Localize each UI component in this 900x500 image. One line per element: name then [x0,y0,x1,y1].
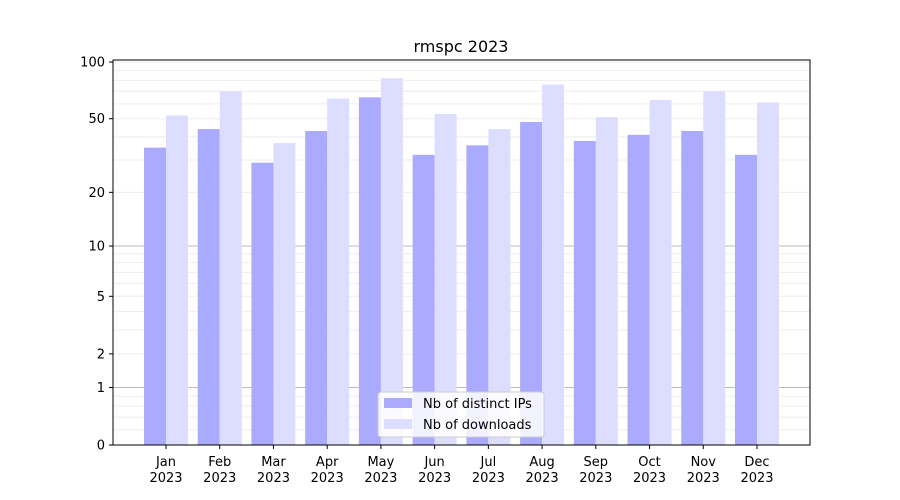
bar-downloads [542,84,565,445]
x-tick-label: Jun 2023 [418,455,451,486]
x-tick-label: Jul 2023 [472,455,505,486]
legend-label: Nb of distinct IPs [423,397,532,412]
x-tick-label: Mar 2023 [257,455,290,486]
y-tick-label: 20 [88,186,105,201]
legend: Nb of distinct IPs Nb of downloads [377,391,545,438]
bar-downloads [380,78,403,446]
x-tick-label: Dec 2023 [740,455,773,486]
bar-distinct-ips [735,154,757,445]
y-tick-label: 1 [97,381,105,396]
bar-downloads [757,102,779,445]
bar-distinct-ips [681,130,704,445]
plot-frame [112,59,811,446]
legend-swatch [384,398,412,408]
chart-title: rmspc 2023 [414,37,509,56]
bar-distinct-ips [520,122,543,445]
x-tick-label: Feb 2023 [203,455,236,486]
x-tick-label: Apr 2023 [311,455,344,486]
y-axis: 0 1 2 5 10 20 50 100 [80,56,113,454]
bar-distinct-ips [412,154,435,445]
x-tick-label: Sep 2023 [579,455,612,486]
x-tick-label: Jan 2023 [149,455,182,486]
bar-distinct-ips [197,129,220,445]
y-tick-label: 2 [97,347,105,362]
y-tick-label: 10 [88,240,105,255]
legend-label: Nb of downloads [423,418,532,433]
x-tick-label: May 2023 [364,455,397,486]
bar-downloads [434,113,457,446]
x-tick-label: Aug 2023 [526,455,559,486]
bar-distinct-ips [144,147,166,445]
bar-distinct-ips [251,162,274,445]
bar-downloads [327,98,350,445]
bar-downloads [703,91,726,445]
bar-distinct-ips [358,97,381,445]
bar-downloads [595,117,618,445]
bar-downloads [166,115,188,445]
y-tick-label: 5 [97,290,105,305]
bar-downloads [488,129,511,445]
bar-downloads [273,143,296,445]
bar-downloads [649,99,672,445]
x-tick-label: Nov 2023 [687,455,720,486]
legend-swatch [384,419,412,429]
bar-distinct-ips [627,134,650,445]
bar-downloads [219,91,242,445]
y-tick-label: 100 [80,56,105,71]
bars [144,78,779,446]
y-tick-label: 0 [97,439,105,454]
y-tick-label: 50 [88,112,105,127]
bar-distinct-ips [466,145,489,445]
bar-distinct-ips [305,130,328,445]
x-tick-label: Oct 2023 [633,455,666,486]
x-axis: Jan 2023 Feb 2023 Mar 2023 Apr 2023 May 2023 Jun 20… [149,445,774,486]
legend-box [377,391,545,438]
bar-distinct-ips [573,140,596,445]
